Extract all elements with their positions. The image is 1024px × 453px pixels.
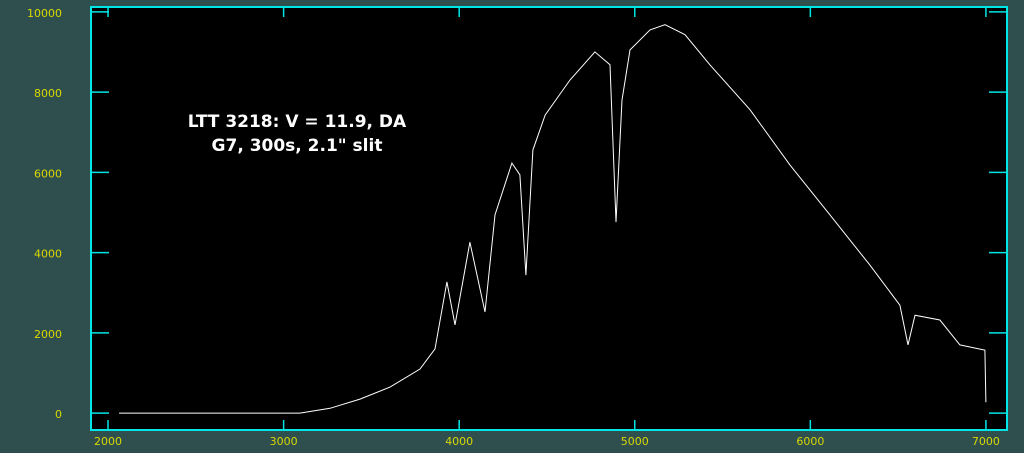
x-tick-label: 4000	[445, 435, 473, 448]
x-tick-label: 5000	[621, 435, 649, 448]
annotation: LTT 3218: V = 11.9, DA	[188, 112, 407, 132]
y-tick-label: 2000	[34, 328, 62, 341]
plot-area	[90, 6, 1008, 431]
x-tick-label: 3000	[270, 435, 298, 448]
y-tick-label: 0	[55, 408, 62, 421]
y-tick-label: 4000	[34, 248, 62, 261]
y-tick-label: 10000	[27, 7, 62, 20]
x-tick-label: 7000	[972, 435, 1000, 448]
spectrum-line	[119, 24, 987, 414]
annotation: G7, 300s, 2.1" slit	[212, 136, 383, 156]
x-tick-label: 6000	[796, 435, 824, 448]
y-tick-label: 6000	[34, 167, 62, 180]
y-tick-label: 8000	[34, 87, 62, 100]
x-tick-label: 2000	[94, 435, 122, 448]
